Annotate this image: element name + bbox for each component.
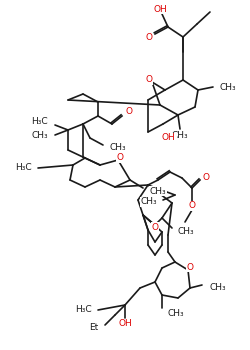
Text: O: O [202, 173, 209, 182]
Text: Et: Et [89, 323, 98, 332]
Text: CH₃: CH₃ [32, 131, 48, 140]
Text: CH₃: CH₃ [150, 187, 166, 196]
Text: O: O [146, 33, 152, 42]
Text: H₃C: H₃C [32, 118, 48, 126]
Text: O: O [126, 107, 132, 117]
Text: CH₃: CH₃ [220, 84, 236, 92]
Text: O: O [152, 223, 158, 231]
Text: O: O [116, 154, 123, 162]
Text: CH₃: CH₃ [110, 144, 127, 153]
Text: O: O [146, 76, 152, 84]
Text: OH: OH [153, 5, 167, 14]
Text: O: O [188, 202, 196, 210]
Text: OH: OH [118, 320, 132, 329]
Text: O: O [186, 262, 194, 272]
Text: CH₃: CH₃ [140, 197, 157, 206]
Text: H₃C: H₃C [76, 306, 92, 315]
Text: OH: OH [162, 133, 176, 142]
Text: CH₃: CH₃ [167, 308, 184, 317]
Text: CH₃: CH₃ [209, 282, 226, 292]
Text: CH₃: CH₃ [178, 228, 194, 237]
Text: CH₃: CH₃ [172, 131, 188, 140]
Text: H₃C: H₃C [16, 163, 32, 173]
